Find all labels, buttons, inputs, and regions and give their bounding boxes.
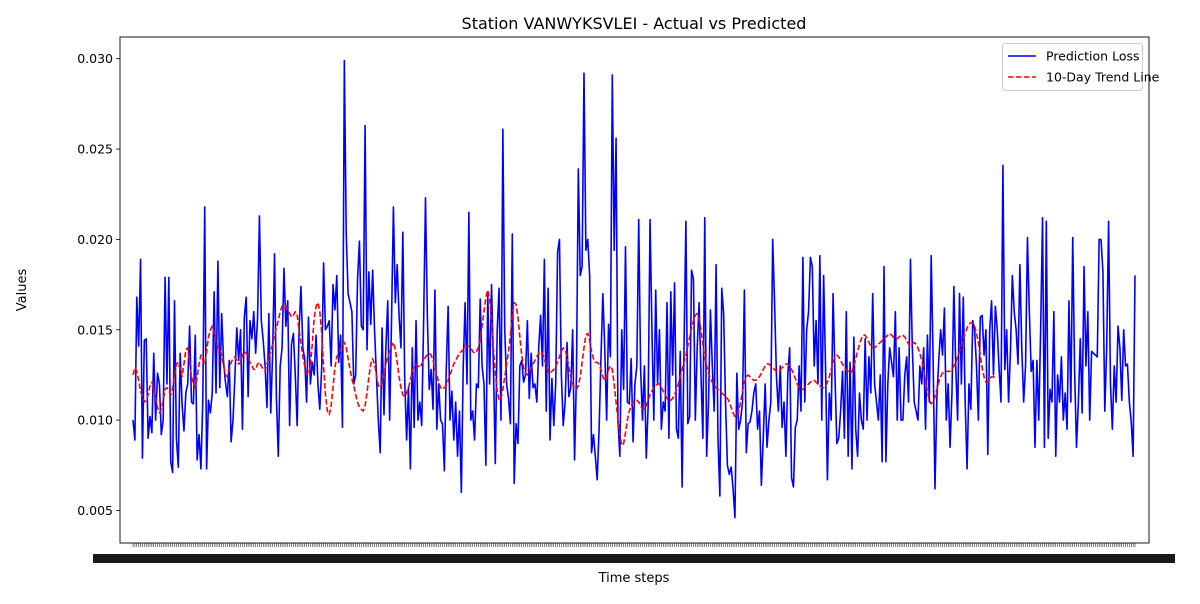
- legend: Prediction Loss 10-Day Trend Line: [1002, 43, 1160, 91]
- y-tick-label: 0.030: [77, 51, 113, 66]
- trend-line: [132, 289, 996, 447]
- x-tick-label-band: [93, 554, 1175, 563]
- x-axis-label: Time steps: [598, 571, 670, 586]
- y-axis-ticks: 0.005 0.010 0.015 0.020 0.025 0.030: [77, 51, 120, 518]
- y-tick-label: 0.015: [77, 322, 113, 337]
- y-tick-label: 0.020: [77, 232, 113, 247]
- chart-title: Station VANWYKSVLEI - Actual vs Predicte…: [462, 14, 807, 33]
- legend-label-prediction-loss: Prediction Loss: [1046, 49, 1140, 64]
- y-tick-label: 0.025: [77, 142, 113, 157]
- legend-label-trend-line: 10-Day Trend Line: [1046, 70, 1160, 85]
- legend-box: [1002, 43, 1143, 91]
- y-tick-label: 0.005: [77, 503, 113, 518]
- y-axis-label: Values: [15, 269, 30, 312]
- x-axis-ticks: [132, 543, 1136, 547]
- plot-frame: [119, 36, 1150, 544]
- x-axis-tick-labels: [93, 554, 1175, 563]
- series-layer: [132, 59, 1136, 519]
- prediction-loss-line: [132, 59, 1136, 519]
- y-tick-label: 0.010: [77, 413, 113, 428]
